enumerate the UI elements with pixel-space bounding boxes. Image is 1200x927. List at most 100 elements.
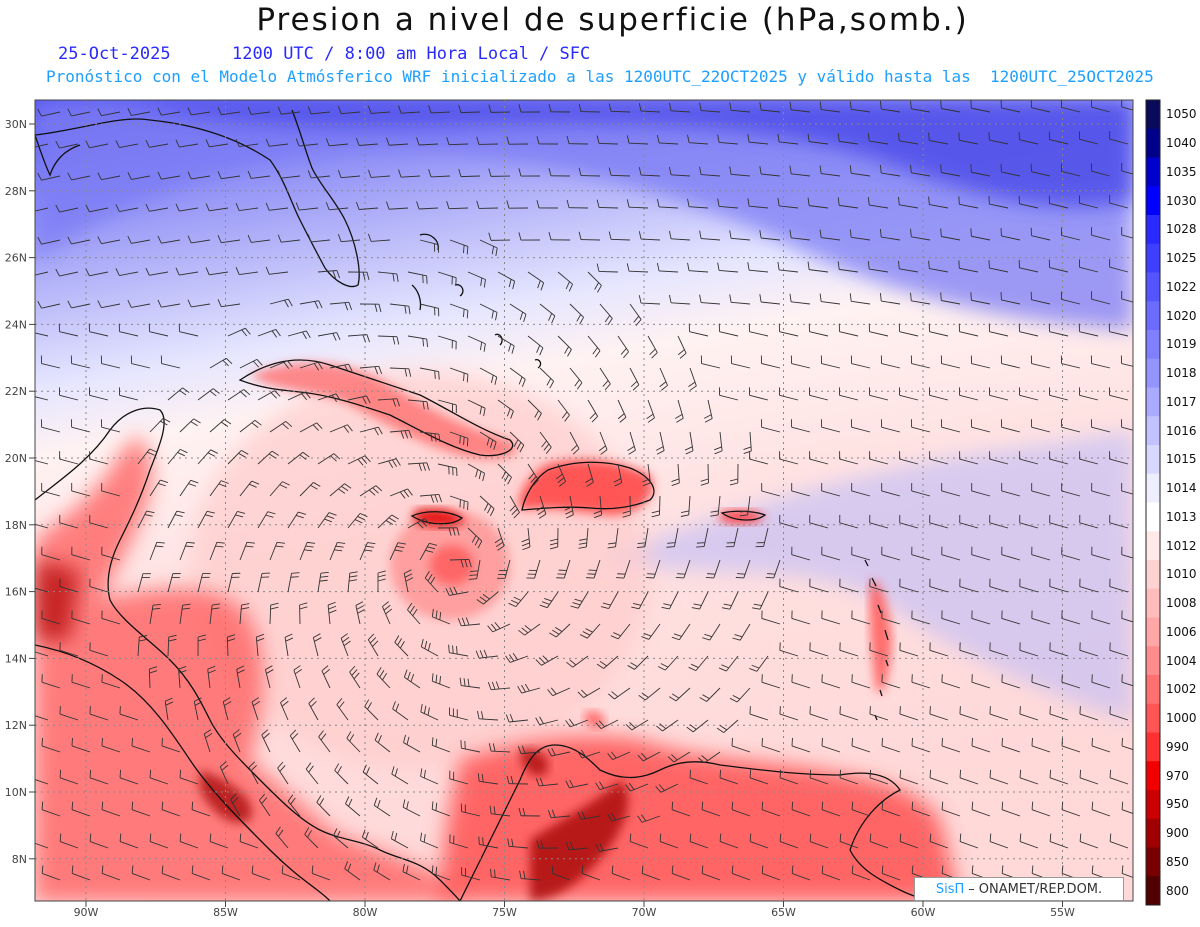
wind-barb [719, 769, 739, 785]
wind-barb [1091, 737, 1111, 753]
wind-barb [420, 768, 439, 785]
wind-barb [509, 431, 525, 453]
wind-barb [958, 323, 979, 337]
wind-barb [355, 201, 379, 210]
wind-barb [35, 715, 49, 721]
wind-barb [191, 801, 211, 817]
wind-barb [911, 674, 931, 689]
wind-barb [458, 168, 481, 178]
wind-barb [376, 667, 391, 689]
wind-barb [898, 323, 919, 337]
wind-barb [970, 292, 991, 305]
wind-barb [187, 235, 211, 244]
wind-barb [607, 751, 631, 760]
wind-barb [700, 355, 721, 369]
wind-barb [145, 139, 169, 148]
wind-barb [479, 239, 498, 256]
wind-barb [747, 134, 769, 145]
wind-barb [419, 431, 441, 443]
wind-barb [779, 514, 799, 529]
wind-barb [971, 419, 991, 433]
wind-barb [748, 323, 769, 337]
wind-barb [617, 335, 630, 359]
wind-barb [839, 578, 859, 593]
wind-barb [257, 450, 280, 465]
wind-barb [101, 546, 121, 561]
wind-barb [851, 546, 871, 561]
wind-barb [506, 136, 529, 145]
wind-barb [735, 559, 751, 579]
wind-barb [479, 495, 495, 517]
wind-barb [416, 201, 439, 210]
wind-barb [880, 355, 901, 369]
wind-barb [669, 230, 691, 241]
lat-label: 30N [5, 118, 27, 131]
wind-barb [67, 236, 91, 245]
wind-barb [1001, 546, 1021, 561]
wind-barb [131, 801, 151, 817]
wind-barb [157, 235, 181, 244]
lon-label: 70W [632, 906, 657, 919]
wind-barb [1079, 514, 1099, 529]
forecast-date: 25-Oct-2025 [58, 44, 171, 64]
wind-barb [611, 865, 631, 881]
wind-barb [149, 541, 165, 561]
wind-barb [868, 323, 889, 337]
wind-barb [535, 655, 559, 666]
wind-barb [701, 801, 721, 817]
wind-barb [197, 510, 215, 529]
wind-barb [608, 231, 631, 241]
wind-barb [578, 527, 589, 549]
wind-barb [636, 527, 649, 548]
wind-barb [819, 293, 841, 305]
wind-barb [160, 355, 181, 369]
wind-barb [989, 769, 1009, 785]
wind-barb [1030, 355, 1051, 369]
wind-barb [669, 294, 691, 305]
wind-barb [329, 301, 353, 311]
wind-barb [179, 833, 199, 849]
wind-barb [669, 166, 691, 177]
wind-barb [289, 729, 301, 753]
wind-barb [1091, 674, 1111, 689]
wind-barb [696, 527, 709, 548]
wind-barb [402, 863, 421, 881]
wind-barb [881, 610, 901, 625]
wind-barb [490, 868, 511, 881]
wind-barb [145, 267, 169, 276]
wind-barb [566, 135, 589, 145]
wind-barb [755, 527, 769, 548]
wind-barb [731, 737, 751, 753]
wind-barb [149, 833, 169, 849]
wind-barb [479, 431, 497, 450]
wind-barb [626, 199, 649, 209]
wind-barb [791, 610, 811, 625]
wind-barb [910, 100, 931, 113]
cuba-outline [238, 359, 514, 457]
wind-barb [317, 332, 341, 341]
colorbar-label: 1017 [1166, 394, 1197, 409]
wind-barb [287, 511, 307, 529]
colorbar-label: 1014 [1166, 481, 1197, 496]
colorbar-swatch [1146, 100, 1160, 130]
latitude-labels: 30N 28N 26N 24N 22N 20N 18N 16N 14N 12N 10N 8N [5, 118, 35, 866]
wind-barb [637, 751, 661, 762]
wind-barb [807, 133, 829, 145]
wind-barb [494, 527, 505, 551]
wind-barb [389, 488, 413, 499]
wind-barb [1061, 546, 1081, 561]
wind-barb [587, 399, 599, 423]
wind-barb [535, 716, 559, 726]
wind-barb [1079, 259, 1099, 273]
wind-barb [497, 463, 512, 485]
wind-barb [970, 164, 991, 177]
wind-barb [578, 231, 601, 241]
wind-barb [671, 865, 691, 881]
wind-barb [345, 796, 361, 817]
wind-barb [970, 228, 991, 241]
wind-barb [305, 762, 319, 785]
wind-barb [791, 737, 811, 753]
wind-barb [761, 674, 781, 689]
wind-barb [347, 334, 371, 343]
wind-barb [505, 713, 529, 723]
